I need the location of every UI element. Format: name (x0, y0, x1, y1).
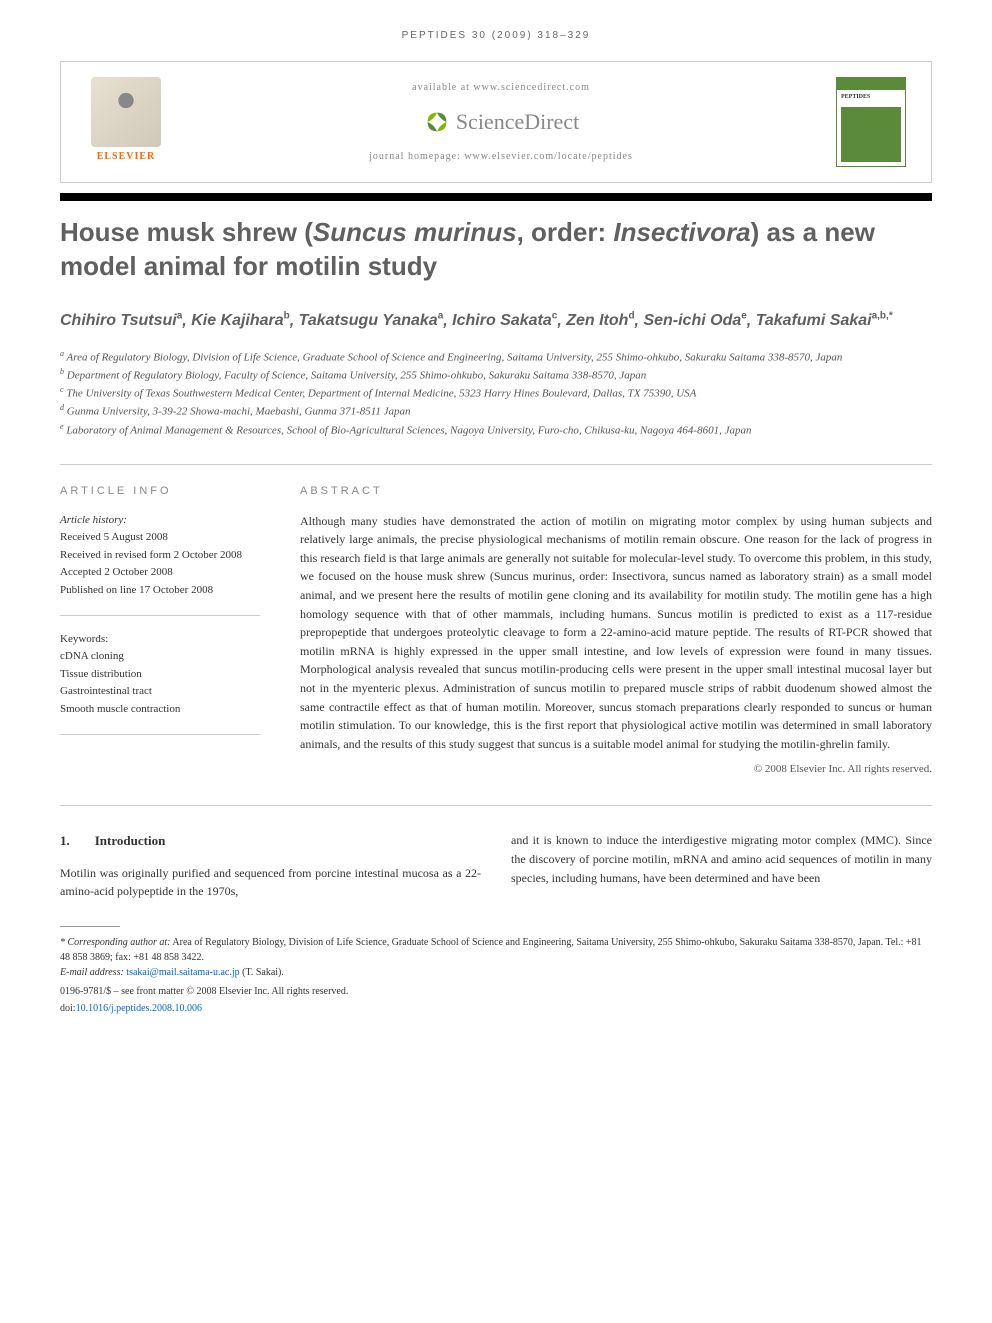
author: Takatsugu Yanakaa (299, 312, 444, 329)
article-info-label: ARTICLE INFO (60, 485, 260, 497)
body-column-right: and it is known to induce the interdiges… (511, 831, 932, 900)
sciencedirect-icon (423, 108, 451, 136)
body-paragraph: Motilin was originally purified and sequ… (60, 864, 481, 901)
keyword: Tissue distribution (60, 666, 260, 684)
author: Zen Itohd (566, 312, 634, 329)
doi-link[interactable]: 10.1016/j.peptides.2008.10.006 (76, 1003, 202, 1014)
available-at-text: available at www.sciencedirect.com (166, 82, 836, 93)
footnotes: * Corresponding author at: Area of Regul… (60, 935, 932, 980)
affiliations-list: a Area of Regulatory Biology, Division o… (60, 348, 932, 439)
keyword: Smooth muscle contraction (60, 701, 260, 719)
section-number: 1. (60, 833, 70, 848)
affiliation: b Department of Regulatory Biology, Facu… (60, 366, 932, 384)
keywords-block: Keywords: cDNA cloningTissue distributio… (60, 631, 260, 735)
journal-cover-thumbnail: PEPTIDES (836, 77, 906, 167)
article-history-block: Article history: Received 5 August 2008 … (60, 512, 260, 616)
sciencedirect-text: ScienceDirect (456, 109, 579, 135)
abstract-column: ABSTRACT Although many studies have demo… (300, 485, 932, 776)
journal-cover-title: PEPTIDES (841, 94, 870, 100)
keywords-label: Keywords: (60, 631, 260, 649)
elsevier-label: ELSEVIER (97, 151, 156, 162)
article-info-column: ARTICLE INFO Article history: Received 5… (60, 485, 260, 776)
history-label: Article history: (60, 512, 260, 530)
title-text: , order: (517, 217, 614, 247)
affiliation: e Laboratory of Animal Management & Reso… (60, 421, 932, 439)
email-suffix: (T. Sakai). (240, 967, 284, 978)
affiliation: d Gunma University, 3-39-22 Showa-machi,… (60, 402, 932, 420)
author: Ichiro Sakatac (452, 312, 557, 329)
revised-date: Received in revised form 2 October 2008 (60, 547, 260, 565)
published-date: Published on line 17 October 2008 (60, 582, 260, 600)
email-line: E-mail address: tsakai@mail.saitama-u.ac… (60, 965, 932, 980)
title-order: Insectivora (613, 217, 750, 247)
article-title: House musk shrew (Suncus murinus, order:… (60, 216, 932, 284)
body-column-left: 1. Introduction Motilin was originally pu… (60, 831, 481, 900)
abstract-label: ABSTRACT (300, 485, 932, 497)
authors-list: Chihiro Tsutsuia, Kie Kajiharab, Takatsu… (60, 309, 932, 333)
journal-header-box: ELSEVIER available at www.sciencedirect.… (60, 61, 932, 183)
body-divider (60, 805, 932, 806)
doi-prefix: doi: (60, 1003, 76, 1014)
footnote-divider (60, 926, 120, 927)
corresponding-label: * Corresponding author at: (60, 937, 170, 948)
author: Sen-ichi Odae (643, 312, 746, 329)
title-separator-bar (60, 193, 932, 201)
author: Kie Kajiharab (191, 312, 290, 329)
author: Takafumi Sakaia,b,* (756, 312, 893, 329)
corresponding-text: Area of Regulatory Biology, Division of … (60, 937, 922, 963)
body-paragraph: and it is known to induce the interdiges… (511, 831, 932, 887)
issn-copyright: 0196-9781/$ – see front matter © 2008 El… (60, 986, 932, 997)
journal-homepage-text: journal homepage: www.elsevier.com/locat… (166, 151, 836, 162)
received-date: Received 5 August 2008 (60, 529, 260, 547)
corresponding-author: * Corresponding author at: Area of Regul… (60, 935, 932, 965)
elsevier-logo: ELSEVIER (86, 77, 166, 167)
affiliation: c The University of Texas Southwestern M… (60, 384, 932, 402)
sciencedirect-logo: ScienceDirect (166, 108, 836, 136)
section-heading: 1. Introduction (60, 831, 481, 851)
elsevier-tree-icon (91, 77, 161, 147)
running-header: PEPTIDES 30 (2009) 318–329 (60, 30, 932, 41)
section-title: Introduction (95, 833, 166, 848)
doi-line: doi:10.1016/j.peptides.2008.10.006 (60, 1003, 932, 1014)
abstract-text: Although many studies have demonstrated … (300, 512, 932, 754)
keyword: Gastrointestinal tract (60, 683, 260, 701)
title-text: House musk shrew ( (60, 217, 313, 247)
info-abstract-row: ARTICLE INFO Article history: Received 5… (60, 464, 932, 776)
email-link[interactable]: tsakai@mail.saitama-u.ac.jp (126, 967, 239, 978)
abstract-copyright: © 2008 Elsevier Inc. All rights reserved… (300, 763, 932, 775)
affiliation: a Area of Regulatory Biology, Division o… (60, 348, 932, 366)
header-center: available at www.sciencedirect.com Scien… (166, 82, 836, 162)
title-species: Suncus murinus (313, 217, 517, 247)
author: Chihiro Tsutsuia (60, 312, 182, 329)
body-columns: 1. Introduction Motilin was originally pu… (60, 831, 932, 900)
keyword: cDNA cloning (60, 648, 260, 666)
accepted-date: Accepted 2 October 2008 (60, 564, 260, 582)
email-label: E-mail address: (60, 967, 126, 978)
